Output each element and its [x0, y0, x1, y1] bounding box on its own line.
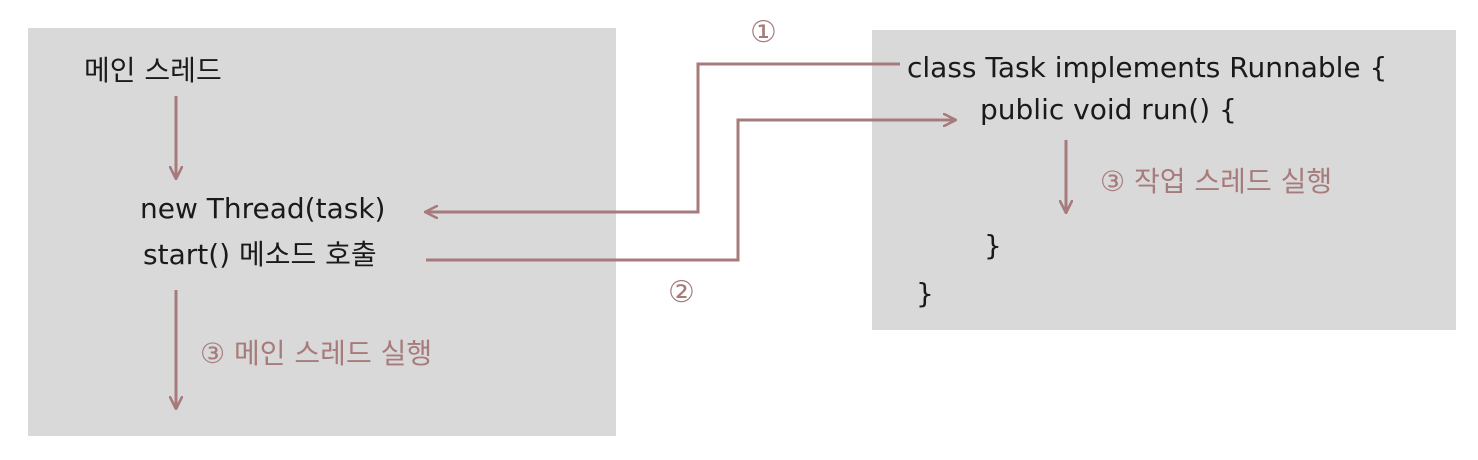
- task-class-panel: [872, 30, 1456, 330]
- task-class-close-brace: }: [916, 277, 934, 310]
- step2-badge: ②: [668, 275, 695, 310]
- main-thread-panel: [28, 28, 616, 436]
- run-method-close-brace: }: [984, 229, 1002, 262]
- run-method-declaration: public void run() {: [980, 93, 1237, 126]
- start-call-line: start() 메소드 호출: [143, 238, 377, 271]
- main-thread-title: 메인 스레드: [84, 54, 222, 87]
- worker-thread-run-label: ③ 작업 스레드 실행: [1100, 165, 1333, 198]
- main-thread-run-label: ③ 메인 스레드 실행: [200, 337, 433, 370]
- step1-badge: ①: [750, 15, 777, 50]
- step2-connector: [426, 120, 955, 262]
- task-class-declaration: class Task implements Runnable {: [907, 51, 1388, 84]
- new-thread-line: new Thread(task): [140, 192, 386, 225]
- step1-connector: [426, 62, 900, 212]
